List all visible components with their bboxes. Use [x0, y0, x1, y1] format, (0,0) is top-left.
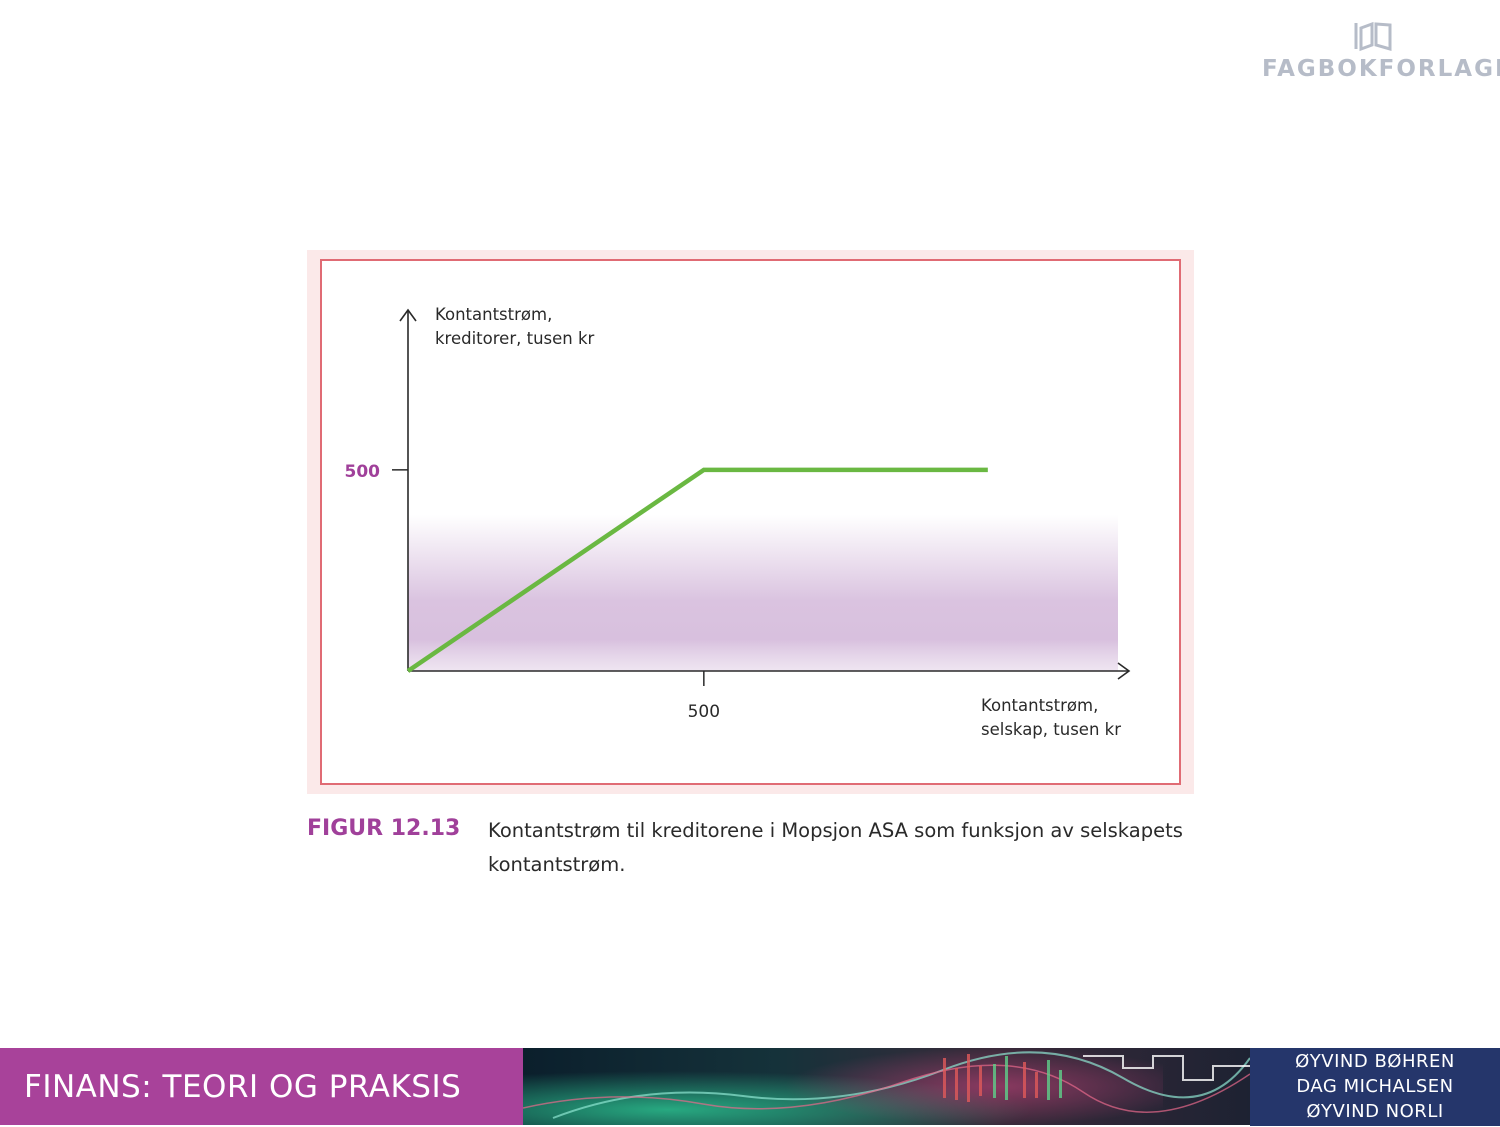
cashflow-chart: 500 500 Kontantstrøm, kreditorer, tusen kr K…: [345, 305, 1131, 739]
footer-stock-chart-image: [523, 1048, 1250, 1125]
figure-frame: 500 500 Kontantstrøm, kreditorer, tusen kr K…: [307, 250, 1194, 794]
x-axis-label: Kontantstrøm,: [981, 696, 1098, 715]
x-tick-label: 500: [688, 702, 720, 722]
creditor-cashflow-line: [406, 467, 988, 673]
publisher-name: FAGBOKFORLAGET: [1262, 56, 1500, 82]
x-axis-arrow: [1117, 662, 1131, 680]
y-axis-label: Kontantstrøm,: [435, 305, 552, 324]
author-list: ØYVIND BØHREN DAG MICHALSEN ØYVIND NORLI: [1250, 1048, 1500, 1126]
figure-number: FIGUR 12.13: [307, 816, 461, 841]
figure-panel: 500 500 Kontantstrøm, kreditorer, tusen kr K…: [320, 259, 1181, 785]
footer-banner: FINANS: TEORI OG PRAKSIS: [0, 1048, 1500, 1126]
stock-chart-art-icon: [523, 1048, 1250, 1125]
publisher-logo: FAGBOKFORLAGET: [1262, 20, 1500, 82]
y-tick-label: 500: [345, 462, 381, 482]
author-name: ØYVIND BØHREN: [1295, 1051, 1455, 1072]
shaded-region: [408, 514, 1118, 671]
book-logo-icon: [1354, 21, 1392, 52]
caption-text: Kontantstrøm til kreditorene i Mopsjon A…: [488, 819, 1183, 876]
y-axis-label: kreditorer, tusen kr: [435, 329, 595, 348]
author-name: DAG MICHALSEN: [1296, 1076, 1454, 1097]
y-axis-arrow: [399, 308, 417, 322]
author-name: ØYVIND NORLI: [1306, 1101, 1444, 1122]
x-axis-label: selskap, tusen kr: [981, 720, 1121, 739]
book-title: FINANS: TEORI OG PRAKSIS: [0, 1048, 523, 1125]
